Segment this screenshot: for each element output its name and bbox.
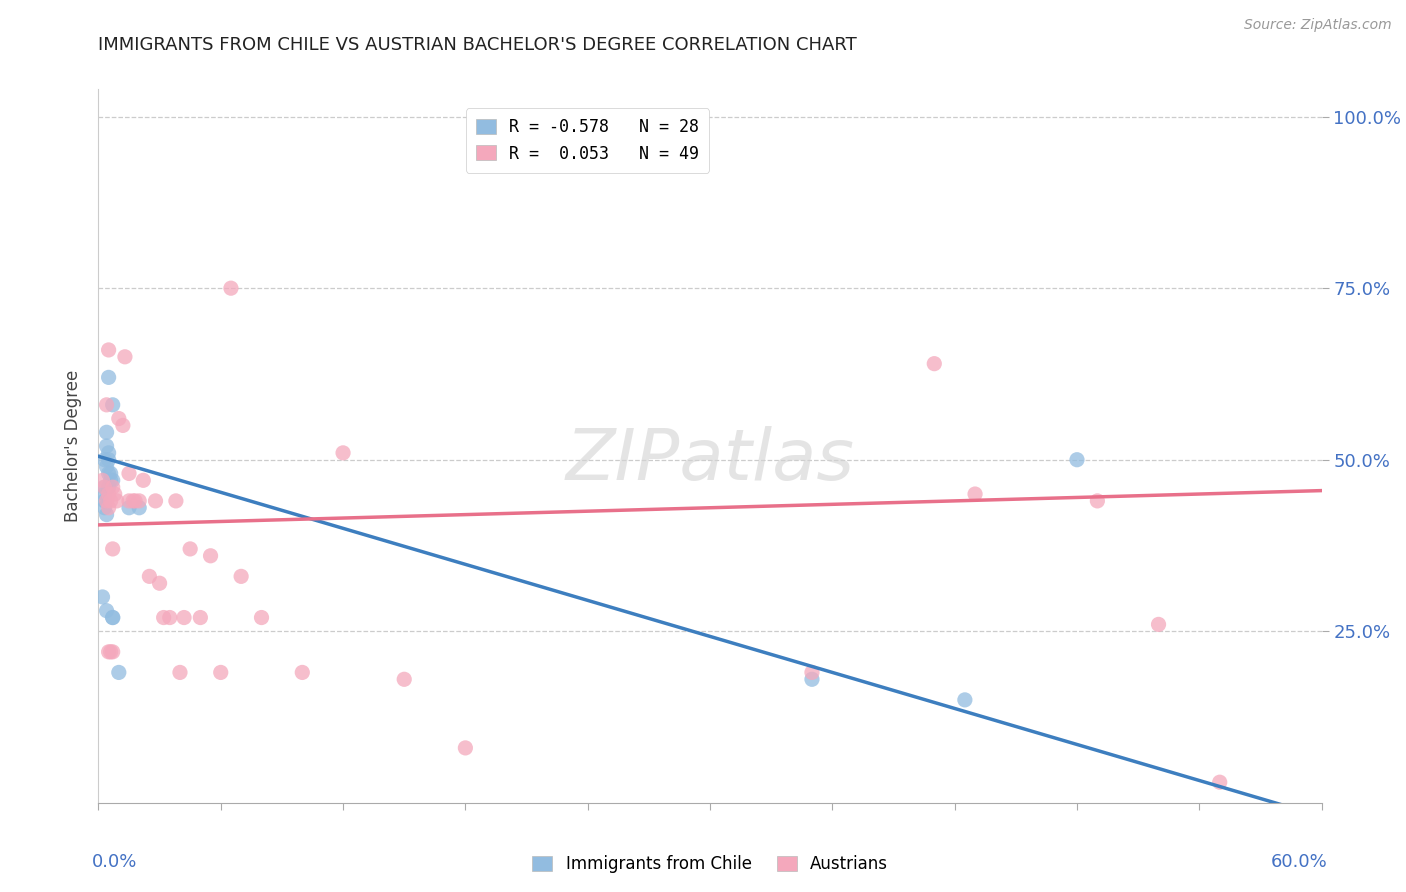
Point xyxy=(922,357,945,371)
Point xyxy=(128,500,150,515)
Point xyxy=(173,610,195,624)
Point xyxy=(118,467,141,481)
Point xyxy=(1066,452,1088,467)
Point xyxy=(105,494,128,508)
Point xyxy=(122,494,145,508)
Point xyxy=(101,398,124,412)
Point xyxy=(101,541,124,556)
Point xyxy=(152,610,174,624)
Point xyxy=(965,487,987,501)
Point xyxy=(200,549,222,563)
Point xyxy=(219,281,242,295)
Point xyxy=(801,665,824,680)
Point xyxy=(132,473,155,487)
Point xyxy=(114,350,136,364)
Point xyxy=(250,610,273,624)
Point xyxy=(101,610,124,624)
Point xyxy=(97,467,120,481)
Point xyxy=(100,473,122,487)
Point xyxy=(101,473,124,487)
Point xyxy=(91,473,114,487)
Point xyxy=(96,425,118,440)
Point xyxy=(93,487,115,501)
Point xyxy=(97,343,120,357)
Legend: Immigrants from Chile, Austrians: Immigrants from Chile, Austrians xyxy=(526,849,894,880)
Point xyxy=(1085,494,1108,508)
Point xyxy=(145,494,167,508)
Point xyxy=(179,541,201,556)
Point xyxy=(97,480,120,494)
Point xyxy=(118,500,141,515)
Point xyxy=(118,494,141,508)
Point xyxy=(97,370,120,384)
Point xyxy=(96,494,118,508)
Point xyxy=(111,418,134,433)
Point xyxy=(454,740,477,755)
Point xyxy=(101,480,124,494)
Text: IMMIGRANTS FROM CHILE VS AUSTRIAN BACHELOR'S DEGREE CORRELATION CHART: IMMIGRANTS FROM CHILE VS AUSTRIAN BACHEL… xyxy=(98,36,858,54)
Point xyxy=(101,645,124,659)
Point xyxy=(1209,775,1232,789)
Point xyxy=(108,665,131,680)
Point xyxy=(96,459,118,474)
Point xyxy=(138,569,160,583)
Point xyxy=(231,569,253,583)
Point xyxy=(96,398,118,412)
Text: Source: ZipAtlas.com: Source: ZipAtlas.com xyxy=(1244,18,1392,32)
Point xyxy=(159,610,181,624)
Point xyxy=(108,411,131,425)
Point xyxy=(93,480,115,494)
Point xyxy=(100,494,122,508)
Point xyxy=(91,590,114,604)
Point xyxy=(96,508,118,522)
Point xyxy=(124,494,146,508)
Point xyxy=(93,500,115,515)
Point xyxy=(97,487,120,501)
Point xyxy=(93,480,115,494)
Point xyxy=(332,446,354,460)
Point xyxy=(100,645,122,659)
Y-axis label: Bachelor's Degree: Bachelor's Degree xyxy=(65,370,83,522)
Point xyxy=(801,673,824,687)
Point xyxy=(96,604,118,618)
Point xyxy=(97,500,120,515)
Point xyxy=(209,665,232,680)
Point xyxy=(128,494,150,508)
Point xyxy=(291,665,314,680)
Point xyxy=(104,487,127,501)
Text: 0.0%: 0.0% xyxy=(93,853,138,871)
Point xyxy=(169,665,191,680)
Point xyxy=(149,576,172,591)
Text: 60.0%: 60.0% xyxy=(1271,853,1327,871)
Point xyxy=(165,494,187,508)
Point xyxy=(97,446,120,460)
Text: ZIPatlas: ZIPatlas xyxy=(565,425,855,495)
Point xyxy=(188,610,212,624)
Point xyxy=(96,439,118,453)
Point xyxy=(97,452,120,467)
Point xyxy=(953,693,976,707)
Point xyxy=(101,610,124,624)
Point xyxy=(97,645,120,659)
Point xyxy=(93,494,115,508)
Point xyxy=(392,673,416,687)
Point xyxy=(93,452,115,467)
Point xyxy=(100,467,122,481)
Point xyxy=(1147,617,1170,632)
